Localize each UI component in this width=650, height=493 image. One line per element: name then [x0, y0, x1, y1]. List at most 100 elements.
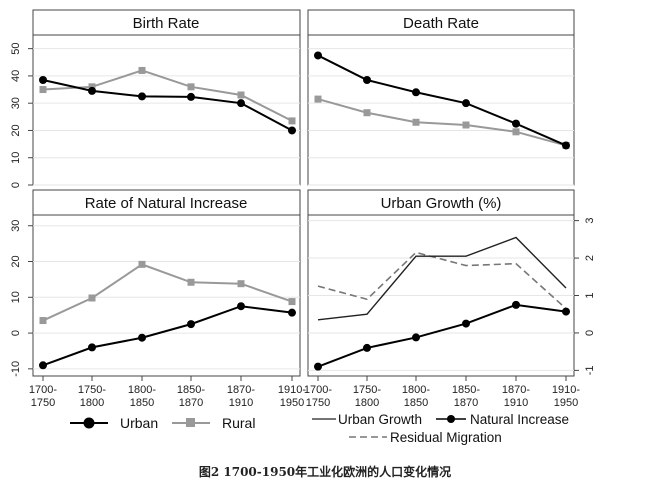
legend-left: Urban Rural [70, 415, 255, 431]
axes-group: 01020304050-100102030-101231700-17501750… [10, 43, 596, 409]
y-tick-label-right: 0 [584, 330, 596, 336]
urban-point [138, 333, 146, 342]
legend-label-rural: Rural [222, 415, 255, 431]
rural-line [42, 69, 293, 122]
panel-header [307, 9, 575, 36]
rural-point [288, 117, 296, 125]
natural-increase-point [512, 300, 520, 309]
panel-header [32, 9, 301, 36]
x-tick-label: 1870- [227, 384, 255, 396]
urban-line [42, 79, 293, 132]
x-tick-label: 1910 [229, 397, 253, 409]
rural-point [237, 91, 245, 99]
panel-rate-natural-increase: Rate of Natural Increase [32, 189, 301, 377]
x-tick-label: 1800- [128, 384, 156, 396]
x-tick-label: 1910- [552, 384, 580, 396]
legend-label-residual-migration: Residual Migration [390, 430, 502, 445]
plot-area-natural-increase [33, 225, 300, 370]
panel-header [32, 189, 301, 216]
plot-area-death-rate [308, 48, 574, 186]
y-tick-label: 20 [10, 124, 22, 136]
y-tick-label: 0 [10, 330, 22, 336]
y-tick-label-right: 3 [584, 218, 596, 224]
natural-increase-point [314, 362, 322, 371]
rural-point [138, 66, 146, 74]
x-tick-label: 1870 [179, 397, 203, 409]
rural-point [237, 280, 245, 288]
legend-label-urban-growth: Urban Growth [338, 412, 422, 427]
figure-caption: 图2 1700-1950年工业化欧洲的人口变化情况 [198, 465, 452, 479]
rural-point [187, 278, 195, 286]
legend-marker-rural [186, 418, 195, 427]
urban-point [314, 51, 322, 60]
rural-point [363, 109, 371, 117]
rural-point [39, 317, 47, 325]
y-tick-label: 30 [10, 97, 22, 109]
y-tick-label-right: 2 [584, 255, 596, 261]
urban-point [138, 92, 146, 101]
panel-birth-rate: Birth Rate [32, 9, 301, 186]
panel-title: Rate of Natural Increase [85, 195, 248, 212]
y-tick-label: 50 [10, 43, 22, 55]
urban-point [363, 76, 371, 84]
legend-label-urban: Urban [120, 415, 158, 431]
urban-point [288, 126, 296, 135]
y-tick-label-right: 1 [584, 292, 596, 298]
x-tick-label: 1750- [78, 384, 106, 396]
y-tick-label: 10 [10, 152, 22, 164]
rural-point [314, 95, 322, 103]
x-tick-label: 1870- [502, 384, 530, 396]
urban-growth-line [317, 236, 567, 321]
urban-point [512, 119, 520, 128]
panel-title: Urban Growth (%) [381, 195, 502, 212]
rural-line [317, 98, 567, 147]
natural-increase-line [317, 303, 567, 368]
y-tick-label-right: -1 [584, 365, 596, 375]
urban-point [88, 343, 96, 352]
x-tick-label: 1870 [454, 397, 478, 409]
residual-migration-line [317, 251, 567, 310]
rural-point [512, 128, 520, 136]
panel-title: Birth Rate [133, 15, 200, 32]
x-tick-label: 1950 [554, 397, 578, 409]
urban-point [288, 308, 296, 317]
rural-point [412, 118, 420, 126]
y-tick-label: 10 [10, 291, 22, 303]
panel-header [307, 189, 575, 216]
urban-line [42, 305, 293, 367]
x-tick-label: 1850- [452, 384, 480, 396]
plot-area-birth-rate [33, 48, 300, 186]
legend-marker-natural-increase [447, 415, 455, 423]
x-tick-label: 1750 [31, 397, 55, 409]
urban-line [317, 54, 567, 147]
x-tick-label: 1700- [29, 384, 57, 396]
natural-increase-point [412, 333, 420, 342]
rural-point [88, 83, 96, 91]
urban-point [412, 88, 420, 97]
x-tick-label: 1910 [504, 397, 528, 409]
rural-point [187, 83, 195, 91]
y-tick-label: 20 [10, 255, 22, 267]
x-tick-label: 1750- [353, 384, 381, 396]
x-tick-label: 1800 [355, 397, 379, 409]
rural-line [42, 263, 293, 322]
x-tick-label: 1850 [130, 397, 154, 409]
urban-point [237, 99, 245, 108]
urban-point [187, 320, 195, 329]
plot-area-urban-growth [308, 220, 574, 371]
rural-point [288, 298, 296, 306]
urban-point [88, 86, 96, 95]
urban-point [237, 302, 245, 311]
rural-point [138, 260, 146, 268]
urban-point [187, 92, 195, 101]
rural-point [39, 86, 47, 94]
legend-right: Urban Growth Natural Increase Residual M… [312, 412, 569, 445]
natural-increase-point [462, 319, 470, 328]
rural-point [88, 294, 96, 302]
rural-point [462, 121, 470, 129]
x-tick-label: 1700- [304, 384, 332, 396]
y-tick-label: 0 [10, 182, 22, 188]
x-tick-label: 1750 [306, 397, 330, 409]
y-tick-label: -10 [10, 361, 22, 377]
